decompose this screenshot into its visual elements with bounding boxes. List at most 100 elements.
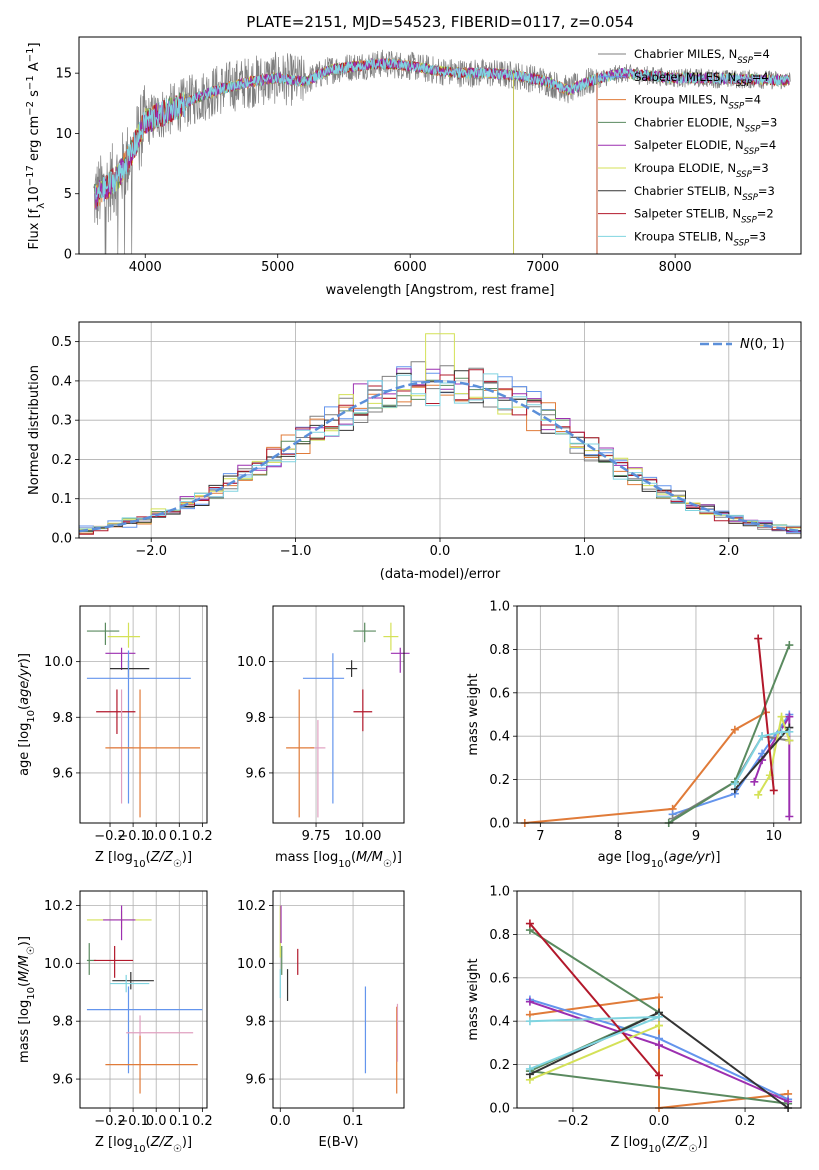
x-tick-label: 10.00 bbox=[344, 829, 381, 844]
y-tick-label: 0.4 bbox=[489, 1015, 510, 1030]
y-tick-label: 0.8 bbox=[489, 928, 510, 943]
spectrum-y-label: Flux [fλ10−17 erg cm−2 s−1 A−1] bbox=[25, 42, 47, 249]
mass-weight-marker bbox=[655, 1021, 663, 1030]
x-tick-label: 9 bbox=[692, 829, 700, 844]
histogram-x-label: (data-model)/error bbox=[380, 567, 501, 582]
label-part: λ bbox=[36, 203, 47, 209]
mass-weight-marker bbox=[785, 727, 794, 736]
mass-weight-series bbox=[524, 711, 767, 824]
label-part: Z/Z bbox=[150, 1135, 174, 1150]
y-tick-label: 0.5 bbox=[51, 335, 72, 350]
label-part: s bbox=[27, 90, 42, 101]
label-part: age [log bbox=[598, 850, 651, 865]
mass-weight-series bbox=[734, 726, 791, 791]
legend-label-tail: =4 bbox=[752, 70, 769, 84]
axes-frame bbox=[272, 605, 405, 824]
x-tick-label: 0.0 bbox=[146, 1114, 167, 1129]
label-part: ( bbox=[661, 1135, 666, 1150]
label-part: −1 bbox=[25, 75, 36, 90]
y-tick-label: 0.8 bbox=[489, 643, 510, 658]
normal-reference-curve bbox=[78, 380, 802, 533]
axes-frame bbox=[79, 890, 208, 1109]
legend-label: Chabrier STELIB, NSSP=3 bbox=[634, 184, 775, 203]
label-part: )] bbox=[182, 850, 192, 865]
label-part: Z/Z bbox=[665, 1135, 689, 1150]
legend-label-main: Salpeter ELODIE, N bbox=[634, 138, 744, 152]
y-tick-label: 0.6 bbox=[489, 686, 510, 701]
x-tick-label: 0.1 bbox=[343, 1114, 364, 1129]
legend-label-tail: (0, 1) bbox=[750, 337, 785, 352]
label-part: Z [log bbox=[610, 1135, 648, 1150]
y-tick-label: 9.6 bbox=[245, 766, 266, 781]
label-part: mass [log bbox=[275, 850, 338, 865]
mass-weight-marker bbox=[750, 777, 759, 786]
mass-weight-marker bbox=[525, 997, 534, 1006]
model-spectrum bbox=[94, 57, 790, 202]
mass-weight-marker bbox=[769, 786, 778, 795]
spectrum-panel: 4000 5000 6000 7000 8000 0 5 10 15 wavelength [An… bbox=[25, 36, 802, 298]
mass-weight-series bbox=[753, 713, 791, 817]
label-part: )] bbox=[697, 1135, 707, 1150]
legend-label: Salpeter ELODIE, NSSP=4 bbox=[634, 138, 776, 157]
mass-weight-marker bbox=[785, 812, 794, 821]
y-tick-label: 0 bbox=[64, 248, 72, 263]
x-tick-label: 0.2 bbox=[192, 829, 213, 844]
label-part: )] bbox=[392, 850, 402, 865]
y-tick-label: 0.0 bbox=[489, 1102, 510, 1117]
y-tick-label: 10.0 bbox=[237, 957, 266, 972]
residual-histogram-panel: −2.0 −1.0 0.0 1.0 2.0 0.0 0.1 0.2 0.3 0.4 0.5 N(0, … bbox=[27, 321, 802, 582]
x-tick-label: 0.0 bbox=[649, 1114, 670, 1129]
legend-label-tail: =3 bbox=[752, 161, 769, 175]
x-tick-label: 0.0 bbox=[430, 544, 451, 559]
legend-label: Kroupa STELIB, NSSP=3 bbox=[634, 229, 766, 248]
mass-weight-marker bbox=[754, 790, 763, 799]
panel-y-label: age [log10(age/yr)] bbox=[17, 653, 37, 776]
label-part: 10 bbox=[133, 859, 146, 870]
label-part: ☉ bbox=[688, 1144, 697, 1155]
y-tick-label: 0.1 bbox=[51, 492, 72, 507]
y-tick-label: 10.2 bbox=[44, 899, 73, 914]
y-tick-label: 0.0 bbox=[51, 532, 72, 547]
label-part: 10 bbox=[26, 710, 37, 723]
mass-weight-marker bbox=[758, 732, 767, 741]
axes-frame bbox=[272, 890, 405, 1109]
legend-label: Kroupa MILES, NSSP=4 bbox=[634, 93, 761, 112]
y-tick-label: 10.0 bbox=[44, 655, 73, 670]
mass-weight-marker bbox=[525, 919, 534, 928]
x-tick-label: −2.0 bbox=[135, 544, 167, 559]
label-part: 10 bbox=[338, 859, 351, 870]
label-part: E(B-V) bbox=[318, 1135, 358, 1150]
x-tick-label: 10 bbox=[765, 829, 782, 844]
mass-weight-series bbox=[529, 1015, 660, 1070]
panel-x-label: age [log10(age/yr)] bbox=[598, 850, 721, 870]
histogram-y-label: Normed distribution bbox=[27, 365, 42, 495]
legend-label-main: N bbox=[740, 337, 750, 352]
axes-frame bbox=[78, 36, 802, 255]
mass-weight-marker bbox=[655, 1041, 663, 1050]
ebv-mass-panel: 0.0 0.1 9.6 9.8 10.0 10.2 E(B-V) bbox=[237, 890, 405, 1150]
y-tick-label: 0.4 bbox=[489, 730, 510, 745]
axes-frame bbox=[78, 321, 802, 539]
label-part: ( bbox=[17, 982, 32, 987]
x-tick-label: 0.1 bbox=[169, 829, 190, 844]
mass-weight-series bbox=[529, 996, 789, 1110]
label-part: −2 bbox=[25, 101, 36, 116]
y-tick-label: 9.6 bbox=[52, 1073, 73, 1088]
legend-label-main: Salpeter STELIB, N bbox=[634, 207, 741, 221]
x-tick-label: 8 bbox=[614, 829, 622, 844]
mass-weight-series bbox=[757, 712, 791, 796]
legend-label-tail: =4 bbox=[759, 138, 776, 152]
legend-label-sub: SSP bbox=[744, 147, 760, 157]
legend-label-sub: SSP bbox=[737, 56, 753, 66]
mass-weight-marker bbox=[777, 712, 786, 721]
legend-label: Salpeter STELIB, NSSP=2 bbox=[634, 207, 774, 226]
x-tick-label: −0.1 bbox=[117, 1114, 149, 1129]
mass-weight-z-panel: −0.2 0.0 0.2 0.0 0.2 0.4 0.6 0.8 1.0 Z [log10(Z/Z… bbox=[466, 885, 802, 1155]
y-tick-label: 9.8 bbox=[245, 711, 266, 726]
label-part: )] bbox=[17, 936, 32, 946]
legend-label: Chabrier ELODIE, NSSP=3 bbox=[634, 115, 777, 134]
mass-weight-series bbox=[529, 922, 660, 1077]
label-part: 10 bbox=[651, 859, 664, 870]
label-part: −1 bbox=[25, 48, 36, 63]
